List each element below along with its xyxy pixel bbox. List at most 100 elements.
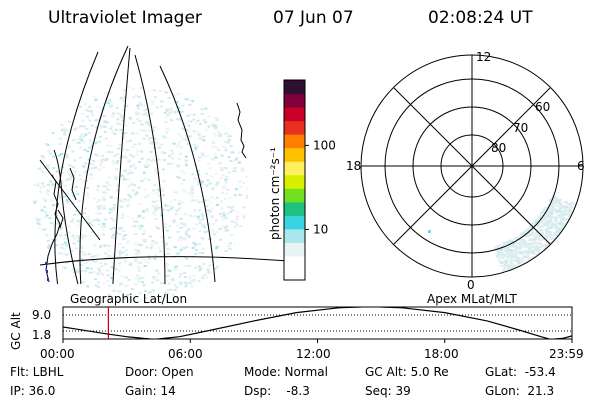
geo-pixel <box>60 153 64 156</box>
polar-pixel <box>504 242 508 245</box>
geo-pixel <box>68 178 72 181</box>
geo-pixel <box>65 253 69 256</box>
geo-pixel <box>232 195 236 198</box>
geo-pixel <box>234 221 238 224</box>
colorbar-bands <box>284 80 305 257</box>
polar-pixel <box>545 221 549 224</box>
polar-pixel <box>534 249 537 252</box>
geo-pixel <box>56 252 60 255</box>
geo-pixel <box>144 297 148 300</box>
geo-pixel <box>178 251 182 254</box>
geo-pixel <box>121 216 124 219</box>
geo-pixel <box>208 167 212 170</box>
geo-pixel <box>177 107 181 110</box>
geo-pixel <box>70 250 74 253</box>
geo-pixel <box>175 101 179 104</box>
geo-pixel <box>154 242 158 245</box>
polar-pixel <box>553 196 557 198</box>
geo-pixel <box>65 156 69 159</box>
polar-pixel <box>510 244 514 247</box>
geo-pixel <box>58 228 62 231</box>
geo-pixel <box>134 283 138 286</box>
geo-pixel <box>102 191 106 194</box>
geo-pixel <box>147 292 151 295</box>
geo-pixel <box>160 100 164 103</box>
geo-pixel <box>96 267 100 270</box>
geo-pixel <box>55 215 59 217</box>
geo-pixel <box>147 257 151 260</box>
geo-pixel <box>59 142 62 145</box>
geo-pixel <box>163 112 167 114</box>
geo-pixel <box>74 186 78 188</box>
geo-pixel <box>173 94 177 97</box>
geo-pixel <box>121 138 125 141</box>
geo-pixel <box>107 255 111 258</box>
polar-pixel <box>555 224 559 227</box>
geo-pixel <box>227 138 231 141</box>
geo-pixel <box>181 138 185 141</box>
geo-pixel <box>227 171 231 174</box>
geo-pixel <box>144 196 148 199</box>
geo-pixel <box>38 217 42 220</box>
polar-pixel <box>549 237 553 240</box>
geo-pixel <box>166 252 170 255</box>
geo-pixel <box>194 146 198 149</box>
geo-pixel <box>74 247 78 250</box>
geo-pixel <box>227 156 231 159</box>
polar-pixel <box>563 209 567 212</box>
geo-pixel <box>162 208 166 211</box>
geo-pixel <box>62 219 66 222</box>
geo-pixel <box>52 204 56 207</box>
geo-pixel <box>107 184 111 187</box>
geo-pixel <box>190 285 194 288</box>
geo-pixel <box>135 252 139 255</box>
geo-pixel <box>206 276 210 279</box>
geo-pixel <box>104 185 108 188</box>
geo-pixel <box>223 125 227 128</box>
lat-label-60: 60 <box>535 100 550 114</box>
polar-pixel <box>545 206 549 209</box>
geo-pixel <box>137 243 141 246</box>
geo-pixel <box>108 176 111 179</box>
geo-pixel <box>126 140 129 143</box>
polar-pixel <box>544 228 548 231</box>
polar-pixel <box>511 270 515 273</box>
geo-pixel <box>152 189 156 192</box>
geo-pixel <box>108 207 112 210</box>
geo-pixel <box>40 209 44 212</box>
geo-pixel <box>168 236 172 239</box>
polar-pixel <box>519 253 523 255</box>
polar-pixel <box>537 251 540 254</box>
geo-pixel <box>48 217 52 219</box>
geo-pixel <box>42 197 46 200</box>
geo-pixel <box>176 224 180 227</box>
geo-pixel <box>125 169 129 171</box>
geo-pixel <box>204 172 208 175</box>
colorbar-tick-label: 100 <box>313 138 336 152</box>
geo-pixel <box>225 192 229 195</box>
geo-pixel <box>118 227 122 230</box>
geo-pixel <box>143 238 147 241</box>
geo-pixel <box>199 219 202 222</box>
geo-pixel <box>88 224 92 227</box>
polar-pixel <box>545 214 549 217</box>
polar-pixel <box>540 211 544 214</box>
geo-pixel <box>182 179 186 181</box>
geo-pixel <box>134 193 138 196</box>
geo-pixel <box>118 112 122 115</box>
geo-pixel <box>229 160 233 162</box>
geo-pixel <box>122 298 126 300</box>
colorbar-band <box>284 242 305 257</box>
lat-label-70: 70 <box>513 121 528 135</box>
geo-pixel <box>94 278 98 280</box>
geo-pixel <box>215 197 219 200</box>
geo-pixel <box>245 194 248 197</box>
geo-pixel <box>200 183 204 185</box>
geo-pixel <box>191 280 195 283</box>
geo-pixel <box>211 145 215 148</box>
geo-pixel <box>178 141 181 144</box>
geo-pixel <box>112 219 116 222</box>
polar-pixel <box>549 241 553 244</box>
geo-pixel <box>98 212 102 215</box>
polar-pixel <box>545 216 549 219</box>
